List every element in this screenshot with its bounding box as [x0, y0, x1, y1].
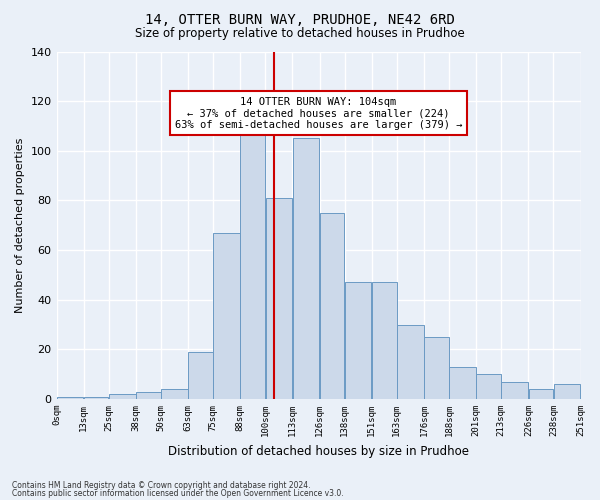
Bar [57, 396, 83, 399]
Bar [293, 138, 319, 399]
Bar [529, 389, 553, 399]
Bar [397, 324, 424, 399]
Bar [320, 213, 344, 399]
Bar [214, 232, 240, 399]
Bar [554, 384, 580, 399]
Bar [266, 198, 292, 399]
Bar [424, 337, 449, 399]
Bar [136, 392, 161, 399]
Bar [476, 374, 501, 399]
Bar [241, 124, 265, 399]
Bar [502, 382, 528, 399]
Bar [345, 282, 371, 399]
Bar [188, 352, 213, 399]
Bar [372, 282, 397, 399]
X-axis label: Distribution of detached houses by size in Prudhoe: Distribution of detached houses by size … [168, 444, 469, 458]
Bar [109, 394, 136, 399]
Text: Contains HM Land Registry data © Crown copyright and database right 2024.: Contains HM Land Registry data © Crown c… [12, 480, 311, 490]
Text: Size of property relative to detached houses in Prudhoe: Size of property relative to detached ho… [135, 28, 465, 40]
Bar [161, 389, 188, 399]
Y-axis label: Number of detached properties: Number of detached properties [15, 138, 25, 313]
Text: 14, OTTER BURN WAY, PRUDHOE, NE42 6RD: 14, OTTER BURN WAY, PRUDHOE, NE42 6RD [145, 12, 455, 26]
Bar [84, 396, 109, 399]
Text: 14 OTTER BURN WAY: 104sqm
← 37% of detached houses are smaller (224)
63% of semi: 14 OTTER BURN WAY: 104sqm ← 37% of detac… [175, 96, 462, 130]
Bar [449, 367, 476, 399]
Text: Contains public sector information licensed under the Open Government Licence v3: Contains public sector information licen… [12, 489, 344, 498]
